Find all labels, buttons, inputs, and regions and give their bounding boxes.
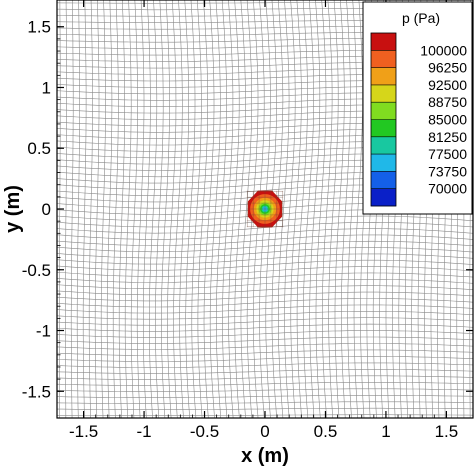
y-tick-labels: -1.5 -1 -0.5 0 0.5 1 1.5: [22, 18, 51, 402]
y-tick-label: 0: [42, 200, 51, 219]
x-tick-label: -1.5: [69, 422, 98, 441]
legend-level-label: 85000: [428, 112, 467, 128]
mesh-line-vertical: [341, 0, 351, 418]
legend-swatch: [371, 50, 396, 68]
y-axis-title: y (m): [2, 185, 24, 233]
legend-swatch: [371, 33, 396, 51]
mesh-line-vertical: [334, 0, 345, 418]
legend-swatch: [371, 171, 396, 189]
legend-level-label: 73750: [428, 163, 467, 179]
legend-level-label: 100000: [420, 42, 467, 58]
legend-level-label: 88750: [428, 94, 467, 110]
legend-colorbar: [370, 32, 397, 207]
x-tick-label: -1: [137, 422, 152, 441]
legend-swatch: [371, 154, 396, 172]
legend-level-label: 92500: [428, 77, 467, 93]
mesh-line-vertical: [353, 0, 363, 418]
y-tick-label: -1: [36, 322, 51, 341]
x-tick-label: 0.5: [314, 422, 338, 441]
y-tick-label: -0.5: [22, 261, 51, 280]
mesh-line-vertical: [303, 0, 314, 418]
legend-level-label: 70000: [428, 181, 467, 197]
legend-swatch: [371, 188, 396, 207]
pressure-blob: [246, 190, 284, 228]
x-axis-title: x (m): [241, 445, 289, 467]
x-tick-label: 0: [260, 422, 269, 441]
mesh-line-vertical: [328, 0, 339, 418]
y-tick-label: 1.5: [27, 18, 51, 37]
mesh-line-vertical: [296, 0, 308, 418]
mesh-line-vertical: [284, 0, 296, 418]
mesh-line-vertical: [53, 0, 54, 428]
x-tick-label: -0.5: [190, 422, 219, 441]
x-tick-label: 1: [381, 422, 390, 441]
mesh-line-vertical: [315, 0, 327, 418]
y-tick-label: -1.5: [22, 382, 51, 401]
legend-level-label: 77500: [428, 146, 467, 162]
x-tick-labels: -1.5 -1 -0.5 0 0.5 1 1.5: [69, 422, 458, 441]
x-tick-label: 1.5: [435, 422, 459, 441]
y-tick-label: 1: [42, 78, 51, 97]
legend-swatch: [371, 119, 396, 138]
legend-swatch: [371, 102, 396, 120]
legend-swatch: [371, 136, 396, 155]
mesh-line-vertical: [278, 0, 290, 418]
legend-swatch: [371, 84, 396, 103]
mesh-line-vertical: [290, 0, 302, 418]
mesh-line-vertical: [322, 0, 333, 418]
mesh-line-vertical: [309, 0, 321, 418]
legend-level-label: 96250: [428, 60, 467, 76]
y-tick-label: 0.5: [27, 139, 51, 158]
mesh-line-vertical: [347, 0, 357, 418]
legend-title: p (Pa): [402, 10, 440, 26]
legend-swatch: [371, 67, 396, 86]
legend-level-label: 81250: [428, 129, 467, 145]
